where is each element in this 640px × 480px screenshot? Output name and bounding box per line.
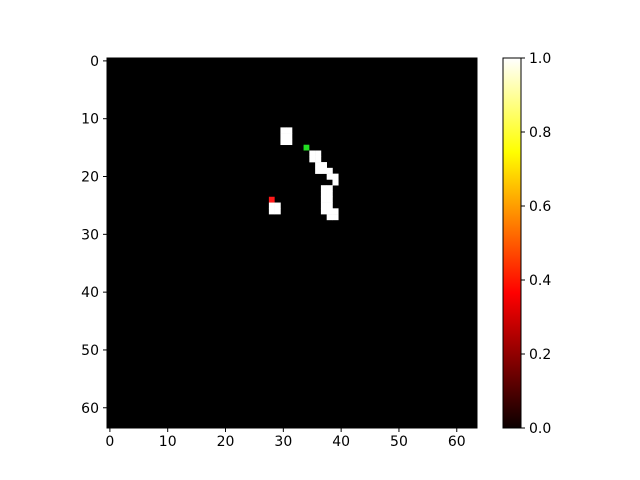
heatmap-cell	[326, 185, 333, 192]
x-tick-label: 0	[105, 434, 114, 450]
heatmap-cell	[280, 138, 287, 146]
x-tick-label: 40	[332, 434, 350, 450]
heatmap-cell	[326, 202, 333, 209]
heatmap-cell	[326, 208, 333, 215]
y-tick-label: 20	[81, 170, 99, 186]
y-tick-label: 10	[81, 112, 99, 128]
heatmap-cell	[326, 190, 333, 198]
heatmap-cell	[315, 156, 322, 163]
y-tick-label: 40	[81, 285, 99, 301]
heatmap-cell	[332, 179, 339, 186]
heatmap-cells	[268, 127, 339, 221]
plot-frame	[106, 57, 478, 429]
heatmap-cell	[309, 156, 316, 163]
heatmap-cell	[320, 167, 327, 174]
heatmap-cell	[326, 214, 333, 221]
heatmap-cell	[286, 138, 293, 146]
heatmap-cell	[315, 167, 322, 174]
heatmap-cell	[326, 196, 333, 203]
x-tick-label: 50	[390, 434, 408, 450]
colorbar: 0.0 0.2 0.4 0.6 0.8 1.0	[502, 51, 551, 437]
heatmap-cell	[326, 173, 333, 180]
heatmap-cell	[326, 167, 333, 174]
colorbar-tick-label: 0.2	[529, 347, 551, 363]
x-tick-label: 20	[217, 434, 235, 450]
colorbar-gradient	[503, 58, 521, 428]
heatmap-cell	[320, 162, 327, 169]
heatmap-cell	[315, 162, 322, 169]
heatmap-cell	[320, 196, 327, 203]
heatmap-cell	[286, 127, 293, 134]
heatmap-cell	[268, 202, 275, 209]
heatmap-background	[107, 58, 477, 428]
heatmap-cell	[332, 214, 339, 221]
heatmap-cell	[320, 185, 327, 192]
heatmap-cell	[315, 150, 322, 157]
heatmap-cell	[320, 202, 327, 209]
heatmap-cell	[320, 208, 327, 215]
colorbar-tick-label: 0.8	[529, 125, 551, 141]
heatmap-cell	[332, 173, 339, 180]
heatmap	[106, 57, 478, 429]
red-marker	[268, 196, 275, 203]
colorbar-ticks: 0.0 0.2 0.4 0.6 0.8 1.0	[521, 51, 551, 437]
heatmap-cell	[268, 208, 275, 215]
x-tick-label: 30	[274, 434, 292, 450]
colorbar-frame	[502, 57, 522, 429]
y-axis: 0 10 20 30 40 50 60	[81, 54, 107, 417]
x-tick-label: 10	[159, 434, 177, 450]
heatmap-markers	[268, 144, 310, 203]
colorbar-tick-label: 1.0	[529, 51, 551, 67]
heatmap-cell	[286, 133, 293, 140]
heatmap-cell	[309, 150, 316, 157]
y-tick-label: 30	[81, 227, 99, 243]
green-marker	[303, 144, 310, 151]
heatmap-cell	[274, 208, 281, 215]
colorbar-tick-label: 0.4	[529, 273, 551, 289]
heatmap-cell	[280, 127, 287, 134]
heatmap-cell	[280, 133, 287, 140]
heatmap-cell	[320, 190, 327, 198]
x-tick-label: 60	[448, 434, 466, 450]
colorbar-tick-label: 0.0	[529, 421, 551, 437]
y-tick-label: 60	[81, 401, 99, 417]
heatmap-cell	[274, 202, 281, 209]
y-tick-label: 50	[81, 343, 99, 359]
y-tick-label: 0	[90, 54, 99, 70]
x-axis: 0 10 20 30 40 50 60	[105, 428, 466, 450]
colorbar-tick-label: 0.6	[529, 199, 551, 215]
heatmap-cell	[332, 208, 339, 215]
